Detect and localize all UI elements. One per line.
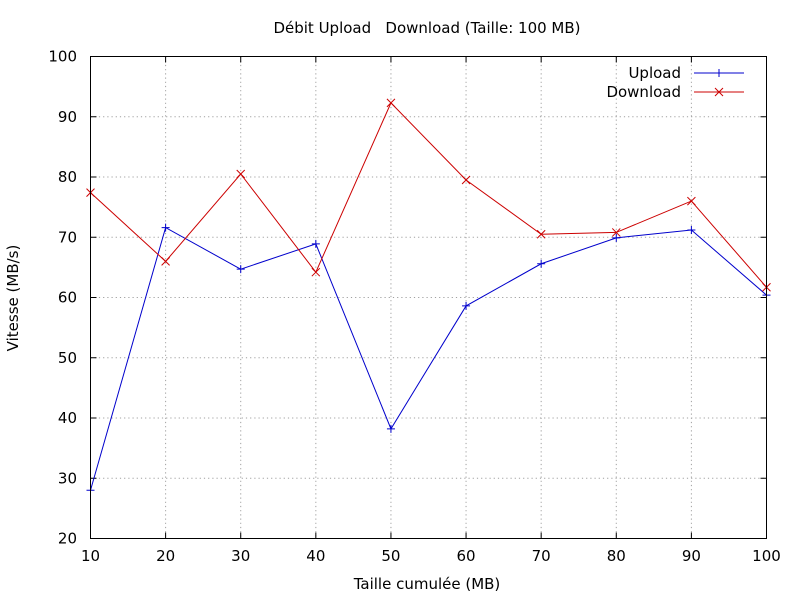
legend-label-upload: Upload <box>628 64 681 82</box>
download-line <box>90 102 767 288</box>
y-tick-label: 60 <box>58 289 77 307</box>
upload-point <box>537 259 546 268</box>
download-point <box>386 98 396 108</box>
upload-point <box>687 226 696 235</box>
x-tick-label: 30 <box>231 547 250 565</box>
upload-point <box>236 265 245 274</box>
download-point <box>611 228 621 237</box>
upload-series <box>86 223 771 495</box>
upload-point <box>311 239 320 248</box>
plot-frame <box>90 56 767 539</box>
download-point <box>161 256 170 266</box>
grid-lines <box>90 56 767 539</box>
y-tick-labels: 20 30 40 50 60 70 80 90 100 <box>48 48 77 548</box>
x-tick-labels: 10 20 30 40 50 60 70 80 90 100 <box>81 547 781 565</box>
y-tick-label: 40 <box>58 409 77 427</box>
download-series <box>86 98 771 292</box>
y-tick-label: 100 <box>48 48 77 66</box>
legend-entry-upload: Upload <box>628 64 744 82</box>
legend-marker-download <box>714 87 724 97</box>
x-tick-label: 70 <box>532 547 551 565</box>
download-point <box>536 229 546 239</box>
y-tick-label: 30 <box>58 469 77 487</box>
x-tick-label: 20 <box>156 547 175 565</box>
series-layer <box>86 98 771 495</box>
x-axis-label: Taille cumulée (MB) <box>353 575 501 593</box>
x-tick-label: 50 <box>381 547 400 565</box>
download-point <box>311 267 321 277</box>
y-tick-label: 90 <box>58 108 77 126</box>
download-point <box>687 196 696 206</box>
download-point <box>236 169 246 179</box>
y-axis-label: Vitesse (MB/s) <box>4 245 22 352</box>
x-tick-label: 80 <box>607 547 626 565</box>
legend-marker-upload <box>715 69 723 77</box>
x-tick-label: 90 <box>682 547 701 565</box>
x-tick-label: 60 <box>457 547 476 565</box>
chart-title: Débit Upload Download (Taille: 100 MB) <box>273 19 580 37</box>
legend-label-download: Download <box>606 83 681 101</box>
upload-point <box>386 424 395 433</box>
x-tick-label: 100 <box>752 547 781 565</box>
upload-point <box>161 223 170 232</box>
download-point <box>461 175 471 185</box>
x-tick-label: 10 <box>81 547 100 565</box>
y-tick-label: 70 <box>58 228 77 246</box>
y-tick-label: 80 <box>58 168 77 186</box>
upload-line <box>90 226 767 491</box>
y-tick-label: 20 <box>58 530 77 548</box>
legend-entry-download: Download <box>606 83 744 101</box>
upload-point <box>612 233 621 242</box>
x-tick-label: 40 <box>306 547 325 565</box>
upload-point <box>462 301 471 310</box>
y-tick-label: 50 <box>58 349 77 367</box>
